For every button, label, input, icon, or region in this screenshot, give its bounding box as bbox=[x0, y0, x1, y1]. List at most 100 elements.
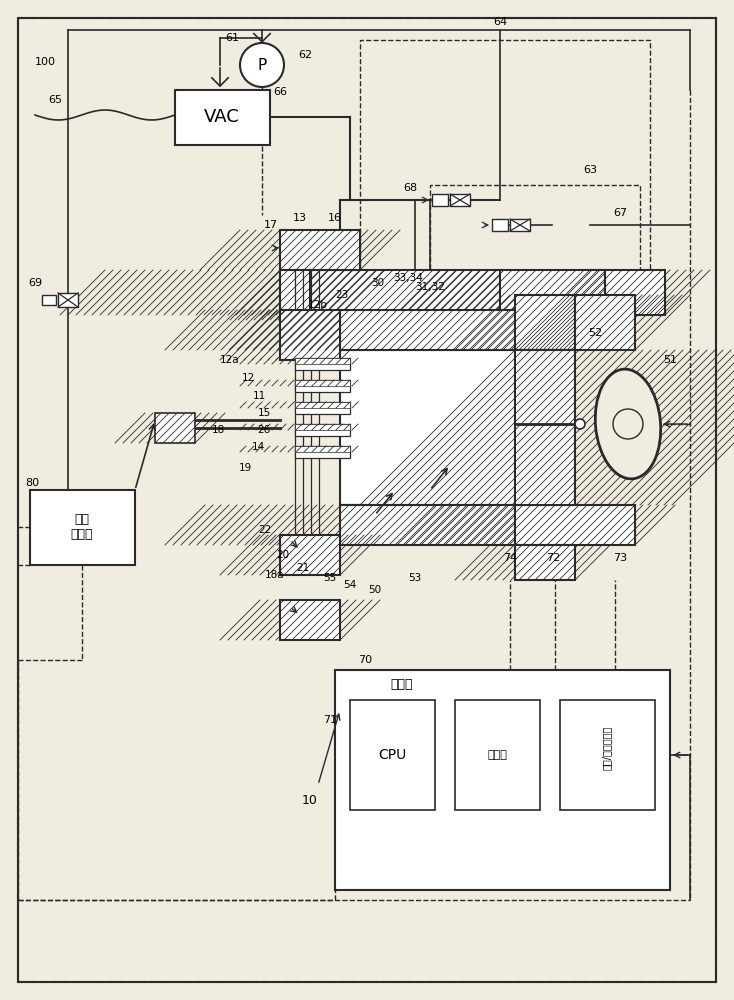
Text: 22: 22 bbox=[258, 525, 272, 535]
Bar bbox=[340, 310, 515, 350]
Text: 19: 19 bbox=[239, 463, 252, 473]
Bar bbox=[280, 230, 360, 270]
Text: 61: 61 bbox=[225, 33, 239, 43]
Circle shape bbox=[575, 419, 585, 429]
Bar bbox=[295, 358, 350, 364]
Text: 11: 11 bbox=[252, 391, 266, 401]
Text: 30: 30 bbox=[371, 278, 385, 288]
Bar bbox=[58, 293, 78, 307]
Text: 70: 70 bbox=[358, 655, 372, 665]
Bar bbox=[155, 413, 195, 443]
Bar bbox=[515, 545, 575, 580]
Text: 15: 15 bbox=[258, 408, 271, 418]
Text: 52: 52 bbox=[588, 328, 602, 338]
Bar bbox=[280, 270, 500, 315]
Text: 62: 62 bbox=[298, 50, 312, 60]
Bar bbox=[340, 350, 515, 505]
Text: 18: 18 bbox=[211, 425, 225, 435]
Bar bbox=[500, 270, 605, 315]
Bar bbox=[295, 380, 350, 386]
Text: 12: 12 bbox=[241, 373, 255, 383]
Bar bbox=[42, 295, 56, 305]
Text: 67: 67 bbox=[613, 208, 627, 218]
Text: 14: 14 bbox=[251, 442, 265, 452]
Text: 控制部: 控制部 bbox=[390, 678, 413, 692]
Bar bbox=[295, 424, 350, 430]
Text: 64: 64 bbox=[493, 17, 507, 27]
Bar bbox=[340, 505, 515, 545]
Text: 55: 55 bbox=[324, 573, 337, 583]
Bar bbox=[295, 358, 350, 364]
Text: 53: 53 bbox=[408, 573, 421, 583]
Text: 设备/传感器界面: 设备/传感器界面 bbox=[602, 726, 612, 770]
Bar bbox=[515, 505, 635, 545]
Text: 100: 100 bbox=[35, 57, 56, 67]
Bar bbox=[515, 350, 575, 505]
Bar bbox=[560, 700, 655, 810]
Bar bbox=[295, 446, 350, 458]
Text: 33,34: 33,34 bbox=[393, 273, 423, 283]
Bar bbox=[295, 402, 350, 408]
Bar bbox=[515, 350, 575, 505]
Bar bbox=[295, 402, 350, 414]
Text: 71: 71 bbox=[323, 715, 337, 725]
Bar bbox=[295, 446, 350, 452]
Circle shape bbox=[613, 409, 643, 439]
Text: 72: 72 bbox=[546, 553, 560, 563]
Bar bbox=[515, 295, 575, 350]
Text: 73: 73 bbox=[613, 553, 627, 563]
Bar bbox=[510, 219, 530, 231]
Bar bbox=[492, 219, 508, 231]
Bar bbox=[340, 505, 515, 545]
Bar bbox=[295, 380, 350, 386]
Text: 51: 51 bbox=[663, 355, 677, 365]
Bar bbox=[350, 700, 435, 810]
Bar bbox=[295, 402, 350, 408]
Bar bbox=[280, 270, 310, 320]
Bar bbox=[515, 505, 635, 545]
Circle shape bbox=[240, 43, 284, 87]
Bar bbox=[295, 424, 350, 430]
Text: 存储器: 存储器 bbox=[487, 750, 507, 760]
Text: 17: 17 bbox=[264, 220, 278, 230]
Bar bbox=[280, 270, 500, 315]
Text: 68: 68 bbox=[403, 183, 417, 193]
Bar bbox=[605, 270, 665, 315]
Bar bbox=[295, 358, 350, 370]
Bar bbox=[295, 380, 350, 392]
Bar bbox=[450, 194, 470, 206]
Bar bbox=[360, 40, 650, 310]
Text: 12a: 12a bbox=[220, 355, 240, 365]
Text: 69: 69 bbox=[28, 278, 42, 288]
Bar bbox=[280, 600, 340, 640]
Text: 63: 63 bbox=[583, 165, 597, 175]
Bar bbox=[280, 310, 340, 360]
Bar bbox=[500, 270, 605, 315]
Bar bbox=[515, 545, 575, 580]
Text: 66: 66 bbox=[273, 87, 287, 97]
Bar bbox=[340, 310, 515, 350]
Text: 54: 54 bbox=[344, 580, 357, 590]
Bar bbox=[295, 424, 350, 436]
Text: 12b: 12b bbox=[308, 300, 328, 310]
Text: 26: 26 bbox=[258, 425, 271, 435]
Ellipse shape bbox=[595, 369, 661, 479]
Text: CPU: CPU bbox=[378, 748, 406, 762]
Text: 13: 13 bbox=[293, 213, 307, 223]
Bar bbox=[295, 446, 350, 452]
Bar bbox=[280, 600, 340, 640]
Bar bbox=[175, 90, 270, 145]
Bar bbox=[30, 490, 135, 565]
Text: VAC: VAC bbox=[204, 108, 240, 126]
Bar bbox=[280, 270, 310, 320]
Bar bbox=[575, 295, 635, 350]
Text: 50: 50 bbox=[368, 585, 382, 595]
Bar bbox=[430, 185, 640, 290]
Bar bbox=[335, 670, 670, 890]
Bar bbox=[280, 310, 340, 360]
Text: P: P bbox=[258, 57, 266, 73]
Text: 20: 20 bbox=[277, 550, 289, 560]
Text: 80: 80 bbox=[25, 478, 39, 488]
Bar bbox=[605, 270, 665, 315]
Text: 23: 23 bbox=[335, 290, 349, 300]
